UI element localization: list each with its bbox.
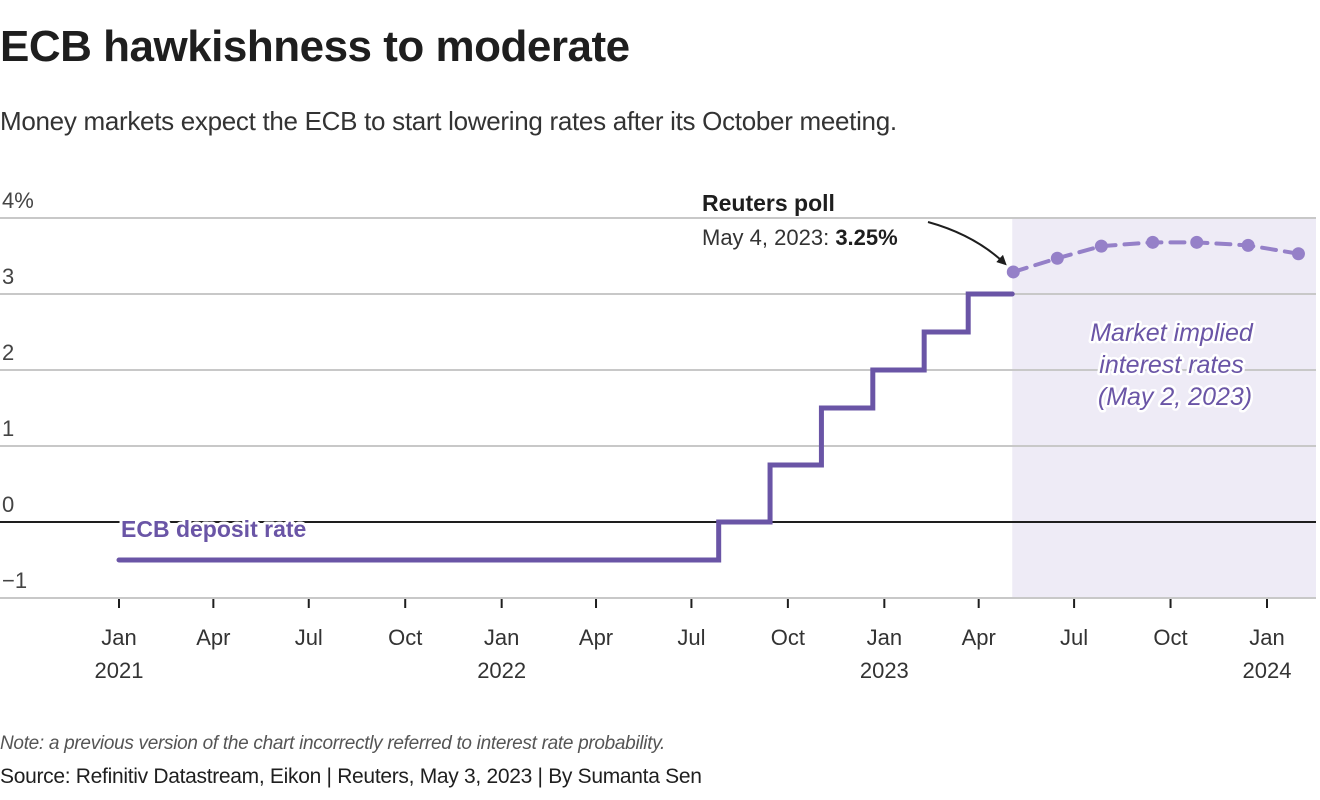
x-tick-label: Jul	[1060, 625, 1088, 650]
chart-note: Note: a previous version of the chart in…	[0, 733, 665, 754]
reuters-poll-text: May 4, 2023: 3.25%	[702, 225, 898, 250]
x-axis: Jan 2021 Apr Jul Oct Jan 2022 Apr Jul Oct Jan 2023 A…	[95, 599, 1292, 683]
chart-subtitle: Money markets expect the ECB to start lo…	[0, 106, 897, 136]
reuters-poll-value: 3.25%	[835, 225, 897, 250]
market-label-line-1: Market implied	[1090, 319, 1254, 347]
x-tick-label: Apr	[962, 625, 996, 650]
series-line-ecb-deposit-rate	[116, 291, 1015, 563]
market-label-line-2: interest rates	[1099, 351, 1244, 379]
x-tick-label: Oct	[771, 625, 805, 650]
reuters-poll-date: May 4, 2023:	[702, 225, 835, 250]
y-axis: 4% 3 2 1 0 −1	[2, 188, 34, 593]
x-tick-label: Apr	[579, 625, 613, 650]
market-implied-point	[1094, 239, 1108, 253]
market-implied-point	[1050, 251, 1064, 265]
market-implied-point	[1291, 247, 1305, 261]
x-tick-label: Apr	[196, 625, 230, 650]
market-implied-point	[1190, 235, 1204, 249]
market-implied-label: Market implied interest rates (May 2, 20…	[1090, 319, 1260, 411]
y-tick-label: 4%	[2, 188, 34, 213]
reuters-poll-arrow	[927, 221, 1007, 266]
y-tick-label: 0	[2, 492, 14, 517]
x-tick-label: Jan	[484, 625, 519, 650]
y-tick-label: −1	[2, 568, 27, 593]
market-implied-point	[1146, 235, 1160, 249]
x-tick-label: Jan	[867, 625, 902, 650]
annotations: ECB deposit rate Reuters poll May 4, 202…	[118, 190, 1260, 545]
y-tick-label: 2	[2, 340, 14, 365]
x-tick-year-label: 2021	[95, 658, 144, 683]
market-label-line-3: (May 2, 2023)	[1098, 383, 1252, 411]
x-tick-year-label: 2022	[477, 658, 526, 683]
series-lines	[116, 235, 1305, 563]
chart-source: Source: Refinitiv Datastream, Eikon | Re…	[0, 765, 702, 788]
series-label-ecb-deposit-rate: ECB deposit rate	[121, 516, 306, 542]
x-tick-label: Jan	[1249, 625, 1284, 650]
x-tick-label: Oct	[1153, 625, 1187, 650]
x-tick-label: Oct	[388, 625, 422, 650]
x-tick-year-label: 2023	[860, 658, 909, 683]
x-tick-year-label: 2024	[1243, 658, 1292, 683]
forecast-shade-rect	[1012, 218, 1316, 598]
reuters-poll-title: Reuters poll	[702, 190, 835, 216]
market-implied-point	[1241, 238, 1255, 252]
y-tick-label: 1	[2, 416, 14, 441]
x-tick-label: Jan	[101, 625, 136, 650]
x-tick-label: Jul	[677, 625, 705, 650]
market-implied-point	[1006, 265, 1020, 279]
y-tick-label: 3	[2, 264, 14, 289]
gridlines	[0, 217, 1316, 599]
chart-title: ECB hawkishness to moderate	[0, 22, 630, 71]
x-tick-label: Jul	[295, 625, 323, 650]
forecast-shaded-region	[1012, 218, 1316, 598]
